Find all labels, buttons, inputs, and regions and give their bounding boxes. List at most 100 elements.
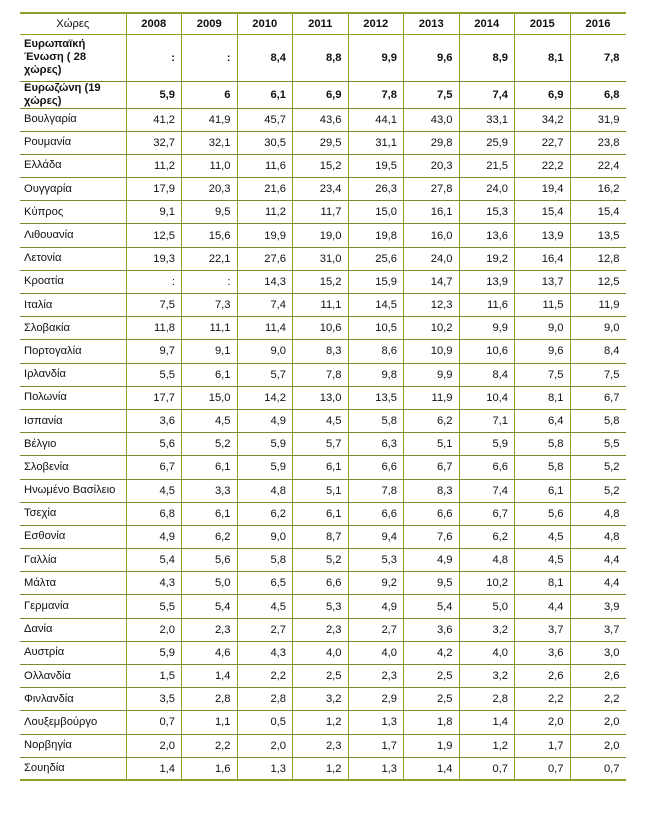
value-cell: 1,2 [292,757,348,782]
table-row: Τσεχία 6,8 6,1 6,2 6,1 6,6 6,6 6,7 5,6 4,8 [20,502,626,526]
value-cell: 2,2 [181,734,237,758]
value-cell: 15,4 [569,200,626,225]
value-cell: 10,6 [292,316,348,341]
value-cell: 5,2 [569,479,626,503]
table-row: Αυστρία 5,9 4,6 4,3 4,0 4,0 4,2 4,0 3,6 3,0 [20,641,626,666]
value-cell: 7,8 [347,479,404,503]
value-cell: 21,5 [458,154,515,179]
value-cell: 9,9 [403,363,459,387]
value-cell: 3,6 [514,641,570,666]
value-cell: 5,8 [514,455,570,480]
country-name-cell: Πορτογαλία [20,339,126,364]
value-cell: 4,5 [514,525,570,550]
value-cell: 4,2 [403,641,459,666]
value-cell: : [181,270,237,295]
value-cell: 15,2 [292,154,348,179]
value-cell: 4,8 [236,479,293,503]
country-name-cell: Σλοβακία [20,316,126,341]
value-cell: 8,1 [514,571,570,596]
table-row: Πολωνία 17,7 15,0 14,2 13,0 13,5 11,9 10,4 8,1 6,… [20,386,626,410]
value-cell: 27,6 [236,247,293,271]
value-cell: 11,9 [403,386,459,410]
value-cell: 5,3 [292,594,348,619]
country-name-cell: Δανία [20,618,126,642]
value-cell: 3,6 [125,409,182,434]
value-cell: 5,8 [514,432,570,457]
value-cell: 11,8 [125,316,182,341]
value-cell: 1,6 [181,757,237,782]
value-cell: 29,8 [403,131,459,155]
value-cell: 24,0 [403,247,459,271]
value-cell: 10,4 [458,386,515,410]
value-cell: 4,3 [125,571,182,596]
value-cell: 4,0 [458,641,515,666]
value-cell: 2,0 [569,734,626,758]
value-cell: 5,5 [125,363,182,387]
value-cell: 14,7 [403,270,459,295]
table-row: Λετονία 19,3 22,1 27,6 31,0 25,6 24,0 19,2 16,4 1… [20,247,626,271]
value-cell: 11,1 [292,293,348,318]
table-row: Ρουμανία 32,7 32,1 30,5 29,5 31,1 29,8 25,9 22,7… [20,131,626,155]
value-cell: 10,6 [458,339,515,364]
year-column-header: 2014 [458,12,515,35]
value-cell: 6,6 [458,455,515,480]
value-cell: 2,0 [125,734,182,758]
country-name-cell: Ολλανδία [20,664,126,689]
country-name-cell: Λιθουανία [20,223,126,248]
aggregate-row: Ευρωζώνη (19 χώρες) 5,9 6 6,1 6,9 7,8 7,5 7,4 6,… [20,81,626,109]
value-cell: 13,6 [458,223,515,248]
value-cell: 43,0 [403,108,459,132]
value-cell: 1,8 [403,710,459,735]
value-cell: 6,6 [347,502,404,526]
value-cell: 6,9 [292,81,348,109]
value-cell: 44,1 [347,108,404,132]
value-cell: 5,8 [347,409,404,434]
country-name-cell: Ηνωμένο Βασίλειο [20,479,126,503]
value-cell: 2,3 [347,664,404,689]
value-cell: 2,8 [181,687,237,712]
value-cell: 2,3 [292,618,348,642]
value-cell: 25,6 [347,247,404,271]
table-row: Λουξεμβούργο 0,7 1,1 0,5 1,2 1,3 1,8 1,4 2,0 2,0 [20,710,626,735]
value-cell: 9,5 [181,200,237,225]
country-name-cell: Ιταλία [20,293,126,318]
value-cell: 9,0 [236,525,293,550]
value-cell: 6,1 [292,502,348,526]
value-cell: 3,7 [569,618,626,642]
value-cell: 16,4 [514,247,570,271]
value-cell: 9,7 [125,339,182,364]
value-cell: 5,9 [458,432,515,457]
value-cell: 8,8 [292,34,348,82]
value-cell: 11,5 [514,293,570,318]
value-cell: 10,2 [458,571,515,596]
value-cell: 32,7 [125,131,182,155]
value-cell: 11,9 [569,293,626,318]
value-cell: 15,0 [181,386,237,410]
value-cell: 9,8 [347,363,404,387]
value-cell: 16,0 [403,223,459,248]
country-name-cell: Ισπανία [20,409,126,434]
country-name-cell: Λετονία [20,247,126,271]
value-cell: 5,6 [514,502,570,526]
value-cell: 15,3 [458,200,515,225]
value-cell: 4,8 [569,502,626,526]
value-cell: 12,5 [569,270,626,295]
value-cell: 5,6 [181,548,237,573]
value-cell: 4,5 [181,409,237,434]
value-cell: 1,2 [458,734,515,758]
value-cell: 3,5 [125,687,182,712]
deprivation-table: Χώρες 2008 2009 2010 2011 2012 2013 2014… [20,12,626,782]
value-cell: 5,7 [236,363,293,387]
value-cell: 7,4 [236,293,293,318]
value-cell: 15,6 [181,223,237,248]
value-cell: 2,8 [458,687,515,712]
table-row: Πορτογαλία 9,7 9,1 9,0 8,3 8,6 10,9 10,6 9,6 8,4 [20,339,626,364]
value-cell: 31,9 [569,108,626,132]
value-cell: 8,7 [292,525,348,550]
value-cell: : [125,34,182,82]
value-cell: 5,1 [403,432,459,457]
value-cell: 6,2 [236,502,293,526]
table-row: Νορβηγία 2,0 2,2 2,0 2,3 1,7 1,9 1,2 1,7 2,0 [20,734,626,758]
value-cell: 22,4 [569,154,626,179]
value-cell: 5,2 [292,548,348,573]
